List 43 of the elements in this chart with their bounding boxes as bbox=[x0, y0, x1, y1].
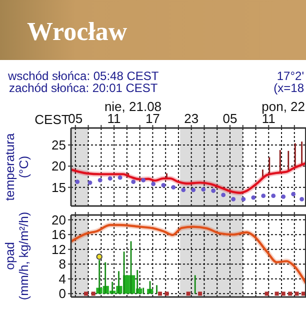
text: 17°2' bbox=[276, 69, 304, 83]
point bbox=[241, 197, 246, 202]
text: wschód słońca: 05:48 CEST bbox=[7, 69, 160, 83]
y-tick-label: 15 bbox=[52, 180, 66, 195]
point bbox=[161, 183, 166, 188]
y-axis-title: temperatura (°C) bbox=[3, 133, 31, 201]
x-tick-label: 05 bbox=[222, 111, 238, 126]
point bbox=[291, 192, 296, 196]
point bbox=[300, 197, 304, 202]
text: zachód słońca: 20:01 CEST bbox=[9, 81, 158, 95]
x-tick-label: 11 bbox=[262, 111, 276, 126]
y-tick-label: 4 bbox=[58, 271, 66, 286]
point bbox=[181, 188, 186, 192]
point bbox=[281, 194, 286, 199]
point bbox=[271, 194, 276, 198]
point bbox=[141, 178, 146, 182]
x-tick-label: 23 bbox=[184, 111, 199, 126]
x-tick-label: 05 bbox=[68, 111, 83, 126]
y-tick-label: 8 bbox=[58, 256, 66, 272]
point bbox=[131, 180, 136, 184]
y-tick-label: 25 bbox=[52, 137, 66, 152]
x-tick-label: 11 bbox=[107, 111, 121, 126]
y-tick-label: 20 bbox=[52, 212, 66, 228]
point bbox=[191, 188, 196, 192]
x-tick-label: 17 bbox=[145, 111, 160, 126]
text: (x=18 bbox=[274, 81, 304, 95]
point bbox=[151, 182, 156, 186]
point bbox=[231, 197, 236, 202]
point bbox=[211, 188, 216, 193]
point bbox=[251, 195, 256, 200]
text: nie, 21.08 bbox=[104, 99, 162, 114]
point bbox=[171, 185, 176, 190]
text: pon, 22 bbox=[262, 99, 305, 114]
y-tick-label: 20 bbox=[52, 158, 66, 174]
y-tick-label: 0 bbox=[58, 286, 66, 302]
y-axis-title: opad (mm/h, kg/m²/h) bbox=[3, 212, 31, 300]
y-tick-label: 12 bbox=[52, 242, 66, 257]
y-tick-label: 16 bbox=[52, 227, 66, 242]
point bbox=[201, 187, 206, 192]
point bbox=[221, 192, 226, 198]
text: CEST bbox=[34, 112, 70, 127]
point bbox=[261, 194, 266, 198]
chart-title: Wrocław bbox=[27, 17, 128, 46]
